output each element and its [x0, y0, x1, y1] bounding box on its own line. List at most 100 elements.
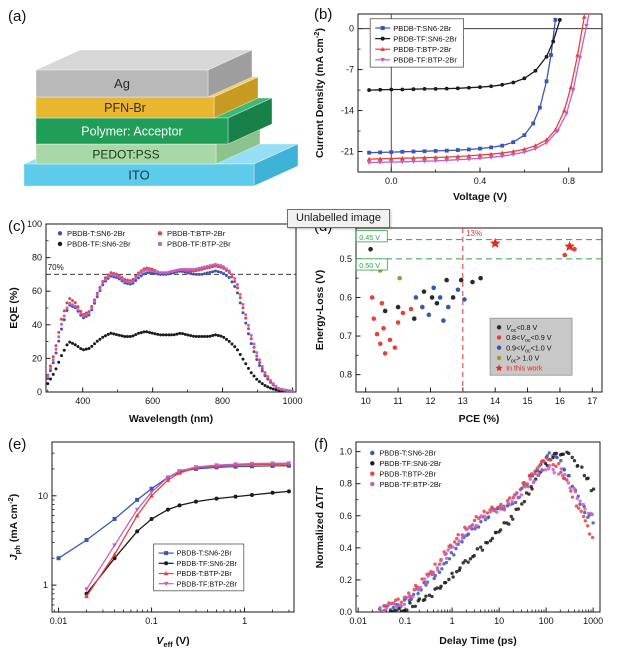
svg-text:Polymer: Acceptor: Polymer: Acceptor [81, 125, 182, 139]
svg-text:PBDB-TF:BTP-2Br: PBDB-TF:BTP-2Br [177, 579, 238, 588]
svg-text:11: 11 [393, 396, 402, 406]
svg-text:PFN-Br: PFN-Br [104, 101, 146, 115]
panel-b: (b) 0.0 0.4 0.8 0 -7 -14 -21 Voltage (V) Current… [312, 4, 614, 210]
svg-text:PBDB-T:SN6-2Br: PBDB-T:SN6-2Br [379, 449, 436, 458]
panel-a-diagram: ITO PEDOT:PSS Polymer: Acceptor PFN-Br Ag [6, 6, 306, 211]
panel-f: (f) 0.01 0.1 1 10 100 1000 0.0 0.2 0.4 0.6 0.8 1.0 D… [312, 434, 614, 652]
svg-text:0.4: 0.4 [339, 543, 352, 553]
svg-text:10: 10 [494, 616, 504, 626]
svg-text:-21: -21 [341, 147, 354, 157]
svg-text:0.0: 0.0 [385, 176, 398, 186]
panel-e: (e) 0.01 0.1 1 1 10 Veff (V) Jph (mA cm-2) PBDB… [6, 434, 308, 652]
svg-text:PBDB-T:BTP-2Br: PBDB-T:BTP-2Br [167, 229, 226, 238]
svg-text:0.5: 0.5 [339, 254, 352, 264]
panel-f-label: (f) [314, 436, 329, 453]
svg-text:0.9<Voc<1.0 V: 0.9<Voc<1.0 V [506, 343, 552, 354]
panel-f-chart: 0.01 0.1 1 10 100 1000 0.0 0.2 0.4 0.6 0.8 1.0 Delay… [312, 434, 614, 652]
svg-text:0.8: 0.8 [339, 479, 352, 489]
panel-c-svg: 400 600 800 1000 0 20 40 60 80 100 Wavelength (nm)… [8, 219, 303, 425]
panel-c-label: (c) [8, 218, 26, 235]
svg-text:Energy-Loss (V): Energy-Loss (V) [314, 270, 326, 351]
svg-text:PBDB-TF:SN6-2Br: PBDB-TF:SN6-2Br [379, 459, 442, 468]
svg-text:100: 100 [539, 616, 554, 626]
svg-text:0.8: 0.8 [339, 370, 352, 380]
svg-text:0.6: 0.6 [339, 292, 352, 302]
svg-text:Jph (mA cm-2): Jph (mA cm-2) [6, 494, 22, 560]
svg-text:1.0: 1.0 [339, 447, 352, 457]
svg-text:PBDB-T:SN6-2Br: PBDB-T:SN6-2Br [393, 24, 452, 33]
svg-text:600: 600 [145, 396, 160, 406]
svg-text:Voltage (V): Voltage (V) [453, 191, 507, 203]
svg-text:-7: -7 [346, 65, 354, 75]
svg-text:0.2: 0.2 [339, 575, 352, 585]
panel-c: (c) 400 600 800 1000 0 20 40 60 80 100 Wavelength … [6, 216, 308, 430]
svg-text:EQE (%): EQE (%) [8, 287, 20, 328]
panel-a: (a) ITO PEDOT:PSS Polymer: Acceptor PFN-Br A… [6, 6, 306, 211]
svg-text:0.1: 0.1 [145, 616, 158, 626]
svg-text:PBDB-TF:SN6-2Br: PBDB-TF:SN6-2Br [177, 559, 238, 568]
svg-text:PBDB-TF:SN6-2Br: PBDB-TF:SN6-2Br [67, 240, 131, 249]
svg-text:Normalized ΔT/T: Normalized ΔT/T [314, 485, 326, 568]
svg-text:Ag: Ag [114, 76, 130, 91]
svg-text:PBDB-TF:BTP-2Br: PBDB-TF:BTP-2Br [393, 56, 457, 65]
svg-text:0.45 V: 0.45 V [359, 233, 380, 242]
svg-text:80: 80 [32, 253, 42, 263]
svg-text:70%: 70% [48, 263, 64, 272]
svg-text:100: 100 [27, 219, 42, 229]
svg-text:Veff (V): Veff (V) [156, 635, 189, 649]
svg-text:400: 400 [75, 396, 90, 406]
svg-text:0.0: 0.0 [339, 607, 352, 617]
svg-text:0.8: 0.8 [562, 176, 575, 186]
svg-text:0.1: 0.1 [399, 616, 412, 626]
tooltip-text: Unlabelled image [296, 212, 381, 224]
svg-text:10: 10 [361, 396, 371, 406]
svg-text:ITO: ITO [128, 168, 149, 183]
panel-a-label: (a) [8, 8, 27, 25]
svg-text:60: 60 [32, 286, 42, 296]
svg-text:PBDB-T:BTP-2Br: PBDB-T:BTP-2Br [393, 45, 452, 54]
panel-d-svg: 10 11 12 13 14 15 16 17 0.5 0.6 0.7 0.8 PCE (%) Energ… [314, 227, 603, 425]
svg-text:1: 1 [43, 580, 48, 590]
svg-text:0.01: 0.01 [50, 616, 68, 626]
svg-text:Voc<0.8 V: Voc<0.8 V [506, 323, 537, 334]
svg-text:15: 15 [523, 396, 533, 406]
svg-text:0.01: 0.01 [349, 616, 367, 626]
svg-text:1: 1 [242, 616, 247, 626]
svg-text:PCE (%): PCE (%) [459, 413, 500, 425]
svg-text:20: 20 [32, 353, 42, 363]
panel-f-svg: 0.01 0.1 1 10 100 1000 0.0 0.2 0.4 0.6 0.8 1.0 Delay… [314, 441, 603, 647]
svg-text:12: 12 [425, 396, 435, 406]
device-stack-svg: ITO PEDOT:PSS Polymer: Acceptor PFN-Br Ag [23, 49, 299, 187]
svg-text:17: 17 [587, 396, 597, 406]
svg-text:PBDB-T:BTP-2Br: PBDB-T:BTP-2Br [379, 469, 436, 478]
svg-text:Delay Time (ps): Delay Time (ps) [439, 635, 516, 647]
svg-text:16: 16 [555, 396, 565, 406]
svg-text:Current Density (mA cm-2): Current Density (mA cm-2) [312, 28, 326, 158]
svg-text:0.6: 0.6 [339, 511, 352, 521]
svg-text:800: 800 [215, 396, 230, 406]
svg-text:0.50 V: 0.50 V [359, 261, 380, 270]
svg-text:0.7: 0.7 [339, 331, 352, 341]
svg-text:1: 1 [450, 616, 455, 626]
panel-b-label: (b) [314, 6, 333, 23]
svg-text:PBDB-TF:BTP-2Br: PBDB-TF:BTP-2Br [167, 240, 231, 249]
svg-text:14: 14 [490, 396, 500, 406]
svg-text:In this work: In this work [506, 364, 543, 373]
svg-text:1000: 1000 [583, 616, 603, 626]
svg-text:PBDB-T:BTP-2Br: PBDB-T:BTP-2Br [177, 569, 233, 578]
svg-text:13: 13 [458, 396, 468, 406]
svg-text:0.4: 0.4 [474, 176, 487, 186]
svg-text:PBDB-TF:BTP-2Br: PBDB-TF:BTP-2Br [379, 480, 442, 489]
svg-text:PBDB-TF:SN6-2Br: PBDB-TF:SN6-2Br [393, 34, 457, 43]
svg-text:Wavelength (nm): Wavelength (nm) [129, 413, 213, 425]
panel-e-svg: 0.01 0.1 1 1 10 Veff (V) Jph (mA cm-2) PBDB-T:S… [6, 441, 295, 649]
panel-b-chart: 0.0 0.4 0.8 0 -7 -14 -21 Voltage (V) Current Den… [312, 4, 614, 210]
svg-text:0: 0 [349, 24, 354, 34]
svg-text:40: 40 [32, 320, 42, 330]
svg-text:13%: 13% [466, 229, 482, 238]
panel-e-label: (e) [8, 436, 27, 453]
svg-text:-14: -14 [341, 106, 354, 116]
panel-e-chart: 0.01 0.1 1 1 10 Veff (V) Jph (mA cm-2) PBDB-T:S… [6, 434, 308, 652]
